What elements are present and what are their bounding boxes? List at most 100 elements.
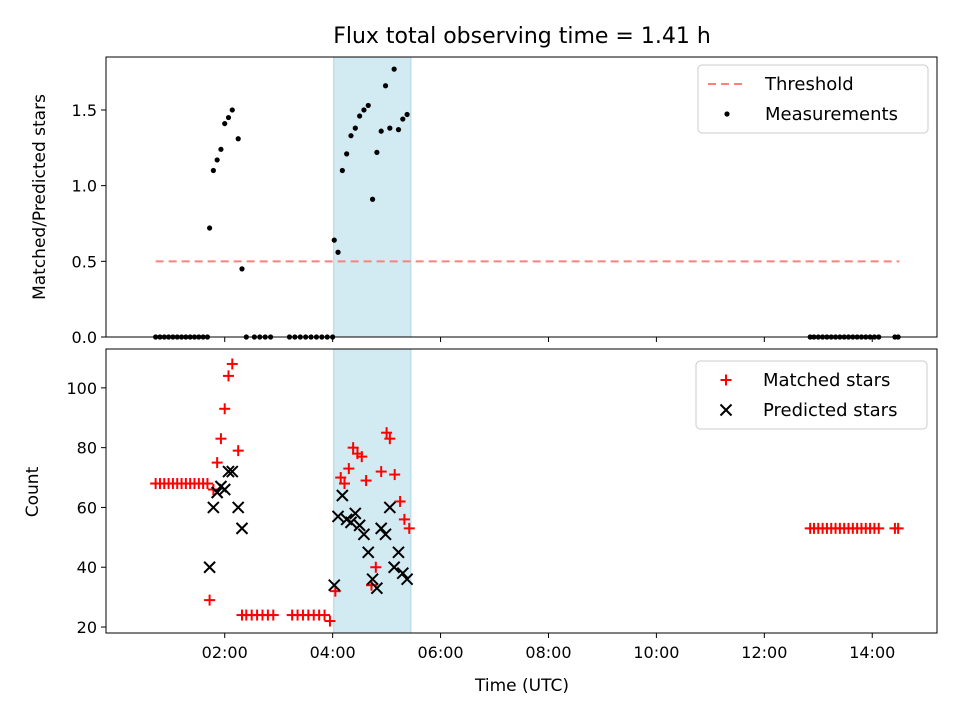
predicted-star-point	[331, 510, 345, 523]
chart-title: Flux total observing time = 1.41 h	[333, 24, 711, 49]
legend-predicted-marker	[719, 403, 733, 417]
matched-star-point	[335, 472, 347, 484]
measurement-point	[404, 111, 410, 118]
measurement-point	[239, 266, 245, 272]
y-tick-label: 100	[66, 379, 97, 398]
bottom-panel: 20 40 60 80 100 02:00 04:00 06:00 08:00 10:00 12:…	[23, 348, 938, 696]
matched-star-point	[319, 609, 331, 621]
top-legend-box	[697, 64, 929, 134]
matched-star-point	[324, 615, 336, 627]
measurement-point	[207, 225, 213, 231]
top-x-ticks	[224, 337, 873, 342]
counts-points	[150, 358, 904, 627]
measurement-point	[335, 249, 341, 255]
legend-matched-label: Matched stars	[763, 370, 890, 391]
matched-star-point	[201, 478, 213, 490]
predicted-star-point	[387, 561, 401, 574]
predicted-star-point	[349, 507, 362, 520]
predicted-star-point	[370, 581, 384, 595]
matched-star-point	[215, 433, 227, 445]
measurement-point	[352, 125, 358, 131]
matched-star-point	[394, 495, 406, 507]
predicted-star-point	[383, 501, 397, 514]
legend-measurements-swatch	[724, 111, 730, 117]
predicted-star-point	[357, 528, 371, 541]
predicted-star-point	[231, 501, 245, 514]
bottom-x-ticks: 02:00 04:00 06:00 08:00 10:00 12:00 14:00	[202, 633, 895, 662]
matched-star-point	[226, 358, 238, 370]
predicted-star-point	[400, 572, 414, 586]
y-tick-label: 80	[77, 439, 97, 458]
legend-threshold-label: Threshold	[764, 74, 854, 95]
y-tick-label: 1.0	[72, 177, 97, 196]
x-tick-label: 14:00	[849, 643, 895, 662]
matched-star-point	[384, 433, 396, 445]
measurement-point	[225, 114, 232, 121]
predicted-star-point	[396, 567, 409, 580]
legend-matched-swatch	[720, 374, 732, 386]
matched-star-point	[370, 561, 382, 573]
predicted-star-point	[207, 501, 220, 514]
predicted-star-point	[226, 465, 239, 478]
x-tick-label: 10:00	[633, 643, 679, 662]
predicted-star-point	[336, 489, 349, 502]
matched-star-point	[347, 442, 359, 454]
matched-star-point	[343, 463, 355, 475]
measurement-point	[369, 196, 376, 202]
matched-star-point	[356, 451, 368, 463]
matched-star-point	[398, 513, 410, 525]
top-panel: 0.0 0.5 1.0 1.5 Matched/Predicted stars Thr…	[30, 56, 938, 347]
y-tick-label: 60	[77, 498, 97, 517]
x-tick-label: 02:00	[202, 643, 248, 662]
matched-star-point	[219, 403, 231, 415]
predicted-star-point	[392, 546, 405, 559]
bottom-axes-frame	[105, 348, 938, 634]
bottom-legend: Matched stars Predicted stars	[695, 360, 928, 430]
measurement-point	[387, 125, 393, 131]
measurement-point	[218, 146, 224, 152]
measurement-point	[331, 237, 337, 243]
x-axis-label: Time (UTC)	[474, 676, 569, 696]
measurement-point	[374, 149, 380, 155]
top-axes-frame	[105, 56, 938, 338]
matched-star-point	[360, 475, 372, 487]
legend-matched-marker	[720, 374, 732, 386]
matched-star-point	[211, 457, 223, 469]
y-tick-label: 0.0	[72, 328, 97, 347]
measurement-point	[391, 66, 397, 72]
matched-star-point	[232, 445, 244, 457]
predicted-star-point	[366, 572, 379, 586]
matched-star-point	[267, 609, 279, 621]
y-tick-label: 1.5	[72, 101, 97, 120]
x-tick-label: 04:00	[310, 643, 356, 662]
bottom-y-axis-label: Count	[23, 466, 43, 517]
matched-star-point	[339, 478, 351, 490]
top-legend: Threshold Measurements	[697, 64, 929, 134]
predicted-star-point	[344, 516, 358, 529]
predicted-star-point	[235, 522, 249, 535]
y-tick-label: 40	[77, 558, 97, 577]
matched-star-point	[873, 522, 885, 534]
measurement-point	[210, 167, 216, 174]
bottom-legend-box	[695, 360, 928, 430]
predicted-star-point	[222, 465, 235, 478]
legend-measurements-label: Measurements	[765, 104, 898, 125]
bottom-y-ticks: 20 40 60 80 100	[66, 379, 106, 637]
predicted-star-point	[362, 546, 375, 559]
x-tick-label: 08:00	[525, 643, 571, 662]
legend-predicted-label: Predicted stars	[763, 400, 897, 421]
predicted-star-point	[379, 528, 392, 541]
y-tick-label: 20	[77, 618, 97, 637]
matched-star-point	[204, 594, 216, 606]
measurement-point	[348, 133, 354, 139]
matched-star-point	[381, 427, 393, 439]
matched-star-point	[389, 469, 401, 481]
measurement-point	[400, 116, 406, 122]
measurement-point	[229, 107, 235, 113]
matched-star-point	[222, 370, 234, 382]
top-y-ticks: 0.0 0.5 1.0 1.5	[72, 101, 106, 347]
measurement-point	[339, 167, 345, 174]
x-tick-label: 12:00	[741, 643, 787, 662]
measurement-point	[235, 136, 241, 142]
predicted-star-point	[203, 561, 216, 574]
